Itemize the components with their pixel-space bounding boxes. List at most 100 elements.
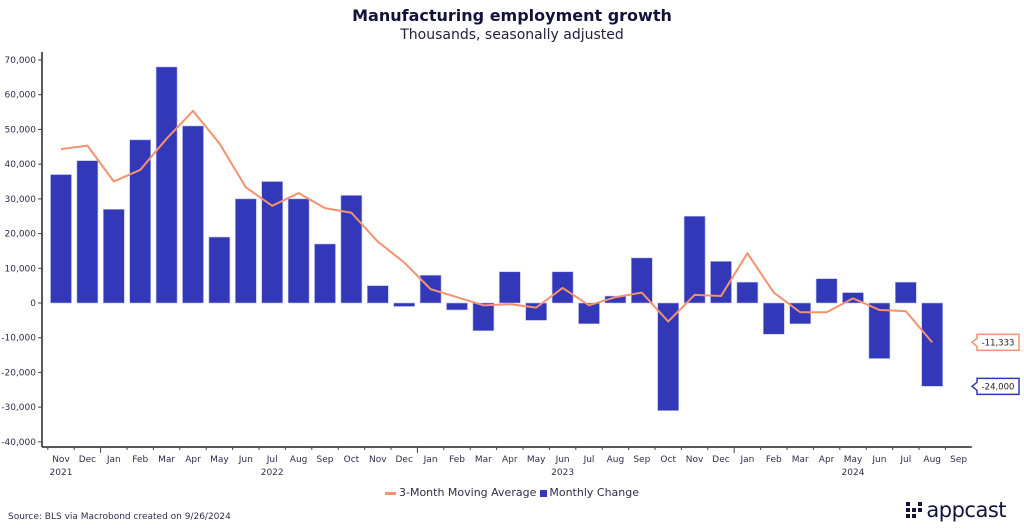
y-tick-label: 60,000 — [5, 91, 37, 101]
bar-monthly-change — [472, 302, 495, 332]
x-tick-label: Jun — [238, 455, 253, 465]
x-tick-label: Mar — [475, 455, 492, 465]
x-tick-label: Dec — [79, 455, 96, 465]
source-note: Source: BLS via Macrobond created on 9/2… — [8, 512, 231, 522]
end-value-annotations: -11,333 -24,000 — [970, 333, 1020, 396]
x-tick-label: Sep — [950, 455, 967, 465]
x-year-label: 2024 — [842, 468, 865, 478]
annotation-label: -24,000 — [982, 382, 1015, 392]
legend-bar-label: Monthly Change — [549, 486, 639, 499]
x-tick-label: Aug — [607, 455, 625, 465]
annotation-callout — [970, 377, 1020, 396]
x-year-label: 2022 — [261, 468, 284, 478]
bar-series — [50, 66, 944, 411]
bar-monthly-change — [630, 257, 653, 304]
annotation-callout — [970, 333, 1020, 352]
legend: 3-Month Moving Average Monthly Change — [0, 486, 1024, 499]
x-tick-label: Jan — [106, 455, 121, 465]
bar-monthly-change — [683, 215, 706, 304]
x-tick-label: Jan — [423, 455, 438, 465]
logo-text: appcast — [926, 498, 1006, 522]
x-tick-label: Feb — [766, 455, 782, 465]
logo-dots-icon — [906, 502, 923, 518]
x-tick-label: Jun — [555, 455, 570, 465]
y-tick-label: 70,000 — [5, 56, 37, 66]
x-tick-label: Dec — [395, 455, 412, 465]
bar-monthly-change — [921, 302, 944, 387]
bar-monthly-change — [366, 285, 389, 304]
x-tick-label: May — [844, 455, 863, 465]
bar-monthly-change — [103, 208, 125, 304]
x-tick-label: Mar — [158, 455, 175, 465]
x-tick-label: Apr — [502, 455, 518, 465]
bar-monthly-change — [287, 198, 310, 304]
bar-monthly-change — [393, 302, 416, 307]
legend-line-label: 3-Month Moving Average — [398, 486, 537, 499]
x-tick-label: Dec — [712, 455, 729, 465]
axes — [41, 52, 972, 448]
chart-title: Manufacturing employment growth — [352, 6, 672, 25]
x-tick-label: Jul — [266, 455, 278, 465]
x-tick-label: Apr — [819, 455, 835, 465]
x-tick-label: Aug — [290, 455, 308, 465]
x-tick-label: Oct — [344, 455, 360, 465]
bar-monthly-change — [736, 281, 759, 304]
bar-monthly-change — [868, 302, 891, 359]
annotation-label: -11,333 — [982, 338, 1015, 348]
bar-monthly-change — [762, 302, 785, 335]
x-tick-label: Aug — [923, 455, 941, 465]
x-tick-label: Feb — [132, 455, 148, 465]
bar-monthly-change — [155, 66, 178, 304]
bar-monthly-change — [815, 278, 838, 304]
y-tick-label: -20,000 — [1, 368, 36, 378]
y-tick-label: -40,000 — [1, 438, 36, 448]
bar-monthly-change — [525, 302, 548, 321]
x-tick-label: Jun — [871, 455, 886, 465]
y-tick-label: 30,000 — [5, 195, 37, 205]
bar-monthly-change — [76, 160, 99, 304]
x-year-label: 2023 — [551, 468, 574, 478]
line-series — [60, 109, 933, 343]
bar-monthly-change — [340, 195, 363, 304]
y-tick-label: 10,000 — [5, 264, 37, 274]
bar-monthly-change — [498, 271, 521, 304]
y-tick-label: 20,000 — [5, 230, 37, 240]
x-tick-label: Nov — [686, 455, 704, 465]
bar-monthly-change — [235, 198, 257, 304]
x-tick-label: Mar — [792, 455, 809, 465]
bar-monthly-change — [894, 281, 917, 304]
y-tick-label: -30,000 — [1, 403, 36, 413]
x-tick-label: Sep — [317, 455, 334, 465]
x-tick-label: Jul — [899, 455, 911, 465]
bar-monthly-change — [446, 302, 468, 311]
line-moving-average — [60, 109, 933, 343]
y-tick-label: 0 — [30, 299, 36, 309]
x-tick-label: May — [527, 455, 546, 465]
x-tick-label: Apr — [185, 455, 201, 465]
x-year-label: 2021 — [50, 468, 73, 478]
legend-line-swatch-icon — [384, 491, 396, 495]
legend-bar-swatch-icon — [540, 489, 548, 497]
y-tick-label: 50,000 — [5, 125, 37, 135]
x-tick-label: Sep — [633, 455, 650, 465]
x-tick-label: Oct — [660, 455, 676, 465]
bar-monthly-change — [314, 243, 336, 304]
x-tick-label: Jul — [583, 455, 595, 465]
bar-monthly-change — [578, 302, 600, 325]
y-tick-label: 40,000 — [5, 160, 37, 170]
x-tick-label: Feb — [449, 455, 465, 465]
y-tick-label: -10,000 — [1, 334, 36, 344]
bar-monthly-change — [50, 174, 72, 304]
appcast-logo: appcast — [906, 498, 1006, 522]
x-tick-label: Nov — [52, 455, 70, 465]
bar-monthly-change — [208, 236, 231, 304]
x-tick-label: Jan — [739, 455, 754, 465]
y-axis-ticks: 70,000 60,000 50,000 40,000 30,000 20,000 10,0… — [1, 56, 42, 448]
x-tick-label: May — [210, 455, 229, 465]
bar-monthly-change — [129, 139, 151, 304]
x-axis-ticks: Nov Dec Jan Feb Mar Apr May Jun Jul Aug Sep Oct Nov D… — [47, 447, 967, 478]
x-tick-label: Nov — [369, 455, 387, 465]
chart-subtitle: Thousands, seasonally adjusted — [400, 27, 624, 43]
bar-monthly-change — [657, 302, 680, 411]
